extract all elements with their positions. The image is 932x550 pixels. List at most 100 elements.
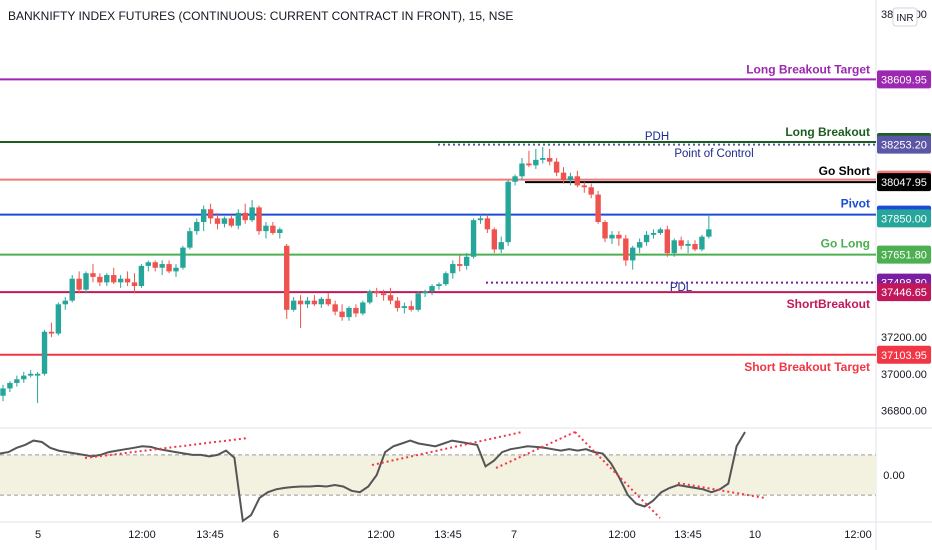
candle-body (34, 373, 41, 376)
candle (249, 200, 255, 223)
candle (173, 264, 179, 277)
candle (380, 289, 387, 301)
candle (505, 179, 511, 246)
candle (69, 275, 75, 303)
candle (311, 295, 318, 307)
candle (609, 231, 615, 244)
price-tag-text: 38253.20 (881, 140, 927, 152)
candle (221, 216, 228, 228)
candle-body (97, 276, 103, 283)
candle-body (394, 300, 401, 308)
candle (387, 287, 394, 305)
candle-body (249, 207, 255, 221)
candle (470, 218, 477, 259)
candle (595, 190, 601, 224)
candle (533, 148, 539, 169)
annotations: PDH Point of Control PDL (645, 131, 754, 294)
candle (367, 289, 373, 305)
currency-badge: INR (892, 7, 918, 27)
candle (166, 260, 172, 274)
candle (62, 296, 68, 310)
candle (111, 267, 117, 285)
candle-body (76, 278, 82, 290)
candle (145, 260, 152, 272)
candle (41, 329, 48, 376)
candle (131, 273, 138, 294)
currency-badge-bg (892, 7, 918, 27)
candle (152, 260, 158, 272)
trend-lines (84, 431, 766, 519)
candle (159, 260, 165, 276)
candle-body (699, 236, 705, 250)
candle (706, 214, 712, 239)
candle (422, 289, 428, 297)
candle-body (152, 262, 158, 268)
candle (76, 271, 82, 294)
candle-body (609, 234, 615, 239)
candle-body (533, 159, 539, 166)
candle-body (602, 222, 608, 239)
candle (546, 148, 553, 166)
candle-body (630, 247, 636, 261)
candle (671, 238, 677, 257)
level-label: Pivot (841, 197, 870, 211)
candle (519, 158, 525, 180)
candle-body (498, 242, 504, 250)
x-tick-label: 13:45 (434, 529, 462, 541)
candle-body (124, 278, 131, 283)
candle-body (664, 229, 671, 254)
candle (616, 231, 622, 246)
x-tick-label: 12:00 (367, 529, 395, 541)
candle-body (692, 243, 698, 250)
price-tag-text: 37850.00 (881, 213, 927, 225)
price-tag: 37651.80 (877, 245, 931, 264)
candle-body (41, 331, 48, 374)
candle-body (595, 194, 601, 223)
candle-body (463, 256, 470, 266)
candle (263, 222, 269, 239)
level-lines: Long Breakout Target Long Breakout Go Shor… (0, 62, 876, 374)
candle-body (685, 243, 691, 246)
y-tick-label: 37200.00 (881, 332, 927, 344)
x-tick-label: 12:00 (128, 529, 156, 541)
candle-body (318, 298, 325, 305)
candle (228, 214, 235, 228)
candle-body (21, 375, 27, 380)
candle-body (422, 291, 428, 294)
candle (124, 271, 131, 287)
x-tick-label: 10 (749, 529, 761, 541)
candle (14, 375, 20, 387)
candle (636, 238, 643, 254)
candle-body (242, 212, 248, 221)
candle-body (512, 176, 518, 182)
candle (27, 370, 34, 378)
candle-body (180, 247, 186, 268)
candle-body (360, 302, 366, 314)
candle (526, 150, 532, 168)
y-tick-label: 36800.00 (881, 405, 927, 417)
candle (187, 227, 193, 250)
candle (104, 273, 110, 287)
candle (401, 302, 408, 314)
candle-body (173, 267, 179, 272)
candle (138, 264, 145, 288)
candle (83, 271, 89, 294)
x-tick-label: 5 (35, 529, 41, 541)
candle-body (200, 209, 207, 223)
candle-body (581, 185, 587, 188)
candle-body (526, 163, 532, 166)
candle-body (55, 304, 62, 334)
candle-body (214, 218, 221, 224)
candle-body (678, 240, 684, 246)
candle (346, 306, 352, 321)
candle (0, 384, 6, 402)
candle-body (443, 273, 449, 285)
candle-body (477, 218, 484, 221)
candle (685, 240, 691, 254)
candle (318, 296, 325, 308)
candle-body (470, 220, 477, 257)
candle-body (290, 300, 297, 310)
price-tag-bg (877, 70, 931, 89)
